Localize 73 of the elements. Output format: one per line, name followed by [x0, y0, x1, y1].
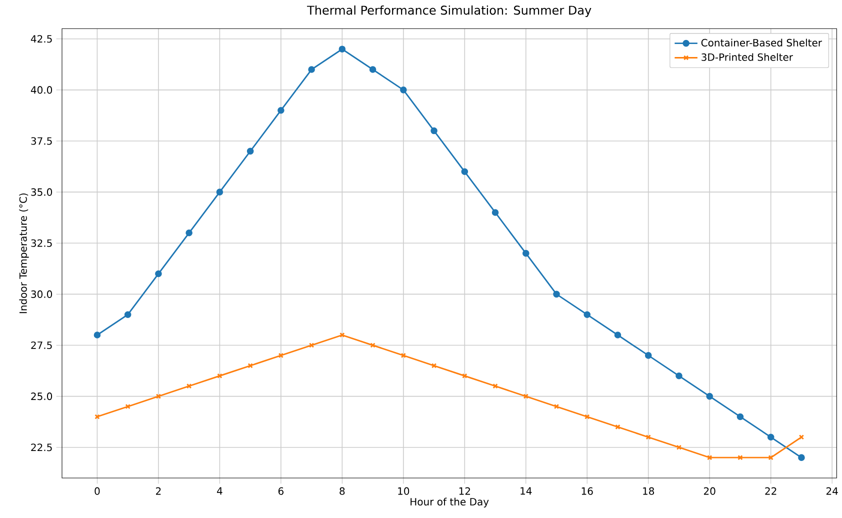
legend-label: 3D-Printed Shelter [702, 53, 793, 61]
point [522, 250, 530, 257]
point [768, 454, 774, 460]
y-tick-label: 27.5 [31, 341, 52, 350]
point [248, 363, 253, 368]
point [370, 342, 376, 348]
point [400, 352, 406, 358]
point [430, 127, 438, 134]
y-tick-label: 32.5 [31, 239, 52, 247]
point [615, 424, 620, 430]
point [676, 444, 682, 450]
y-tick-label: 22.5 [31, 444, 52, 452]
y-axis-title: Indoor Temperature (°C) [19, 193, 29, 314]
point [186, 383, 192, 389]
point [492, 383, 498, 389]
legend-label: Container-Based Shelter [701, 38, 822, 46]
point [340, 332, 345, 338]
point [462, 373, 468, 378]
y-tick-label: 40.0 [30, 86, 52, 94]
y-tick-label: 30.0 [31, 290, 52, 298]
point [492, 209, 499, 216]
point [461, 168, 468, 176]
point [584, 414, 590, 420]
x-tick-label: 0 [94, 487, 100, 495]
x-tick-label: 2 [156, 487, 161, 495]
point [156, 394, 162, 399]
point [676, 372, 682, 380]
point [338, 46, 346, 52]
point [738, 454, 743, 460]
point [278, 106, 284, 114]
y-tick-label: 37.5 [31, 137, 52, 145]
x-tick-label: 10 [398, 487, 410, 495]
y-tick-label: 42.5 [30, 35, 52, 43]
x-tick-label: 20 [704, 487, 716, 495]
point [308, 66, 315, 73]
x-tick-label: 14 [520, 487, 532, 495]
x-tick-label: 4 [216, 487, 222, 495]
point [644, 352, 652, 359]
point [767, 434, 774, 441]
point [554, 404, 560, 410]
x-tick-label: 22 [765, 487, 776, 495]
x-tick-label: 8 [340, 487, 345, 495]
y-tick-label: 25.0 [31, 392, 52, 400]
point [155, 270, 162, 278]
point [125, 404, 130, 410]
point [94, 332, 101, 338]
point [216, 188, 224, 196]
y-tick-label: 35.0 [31, 188, 52, 196]
point [369, 66, 376, 73]
point [124, 311, 132, 318]
x-tick-label: 18 [643, 487, 654, 495]
point [186, 230, 192, 236]
point [431, 363, 437, 368]
point [614, 332, 622, 338]
point [278, 352, 284, 358]
point [706, 392, 714, 400]
point [584, 311, 591, 318]
point [246, 148, 254, 155]
x-tick-label: 16 [582, 487, 593, 495]
point [798, 454, 805, 461]
x-tick-label: 24 [826, 487, 838, 495]
point [400, 86, 407, 94]
x-axis-title: Hour of the Day [410, 498, 489, 508]
x-tick-label: 6 [278, 487, 284, 495]
point [308, 342, 314, 348]
point [706, 454, 712, 460]
point [553, 290, 560, 298]
chart-title: Thermal Performance Simulation: Summer Day [307, 5, 592, 18]
point [646, 434, 651, 440]
point [736, 413, 744, 420]
point [523, 394, 529, 399]
x-tick-label: 12 [459, 487, 470, 495]
point [217, 373, 222, 378]
